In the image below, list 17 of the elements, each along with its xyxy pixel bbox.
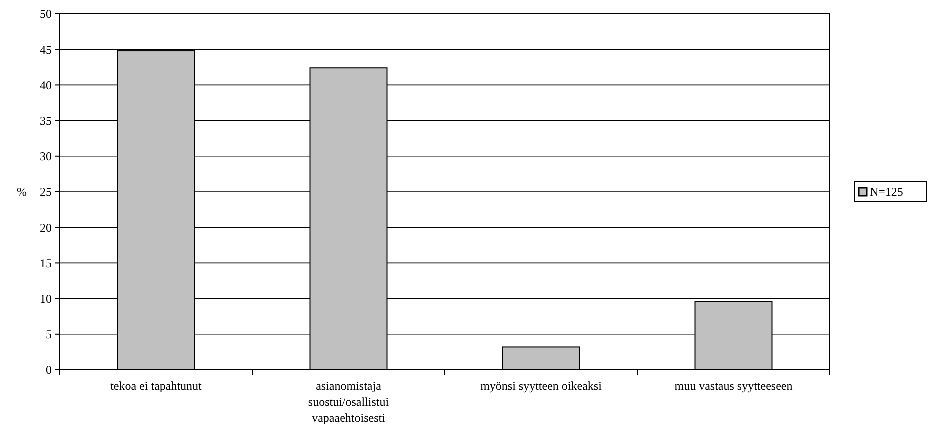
x-tick-label: tekoa ei tapahtunut [110, 379, 203, 393]
y-tick-label: 30 [40, 150, 52, 164]
x-tick-label: myönsi syytteen oikeaksi [480, 379, 603, 393]
y-tick-label: 35 [40, 114, 52, 128]
y-tick-label: 15 [40, 256, 52, 270]
y-tick-label: 10 [40, 292, 52, 306]
y-tick-label: 50 [40, 7, 52, 22]
y-tick-label: 5 [46, 328, 52, 342]
y-tick-label: 45 [40, 42, 52, 57]
x-tick-label: asianomistaja suostui/osallistui vapaaehtoisesti [308, 379, 390, 425]
y-tick-label: 25 [40, 185, 52, 200]
y-tick-label: 40 [40, 78, 52, 92]
y-tick-label: 0 [46, 363, 52, 378]
y-tick-label: 20 [40, 220, 52, 235]
y-axis-title: % [17, 185, 27, 200]
legend-label: N=125 [870, 185, 904, 200]
x-tick-label: muu vastaus syytteeseen [674, 379, 793, 393]
